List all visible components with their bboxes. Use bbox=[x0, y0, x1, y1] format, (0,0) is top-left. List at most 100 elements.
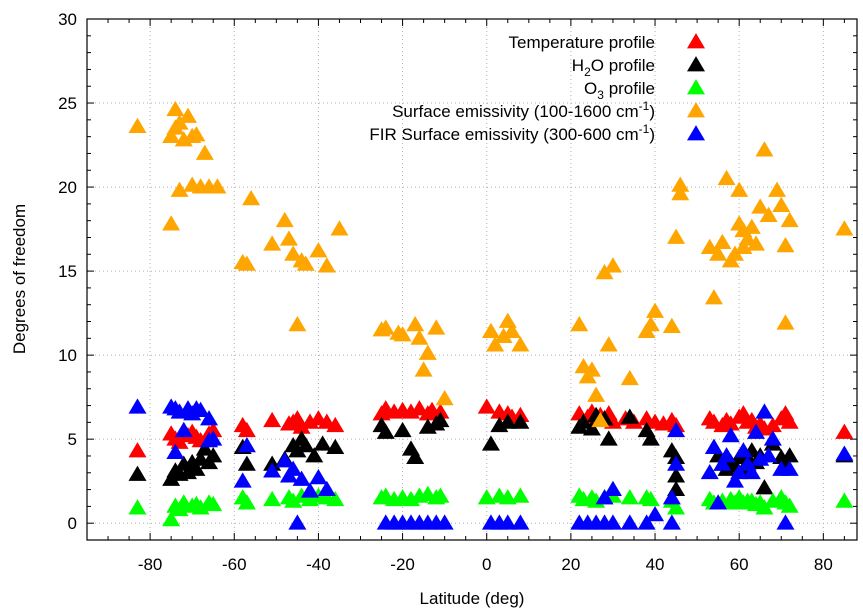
data-point bbox=[317, 480, 336, 496]
x-tick-label: -40 bbox=[306, 555, 331, 574]
grid bbox=[87, 18, 857, 540]
data-point bbox=[195, 440, 214, 456]
y-tick-label: 0 bbox=[68, 514, 77, 533]
data-point bbox=[317, 257, 336, 273]
data-point bbox=[641, 430, 660, 446]
data-point bbox=[835, 220, 854, 236]
data-point bbox=[237, 437, 256, 453]
data-point bbox=[288, 316, 307, 332]
data-point bbox=[301, 482, 320, 498]
x-tick-label: 0 bbox=[482, 555, 491, 574]
data-point bbox=[667, 228, 686, 244]
data-point bbox=[717, 169, 736, 186]
data-point bbox=[734, 442, 753, 458]
y-tick-label: 25 bbox=[58, 94, 77, 113]
data-point bbox=[393, 326, 412, 342]
data-point bbox=[170, 181, 189, 197]
data-point bbox=[662, 317, 681, 333]
y-tick-label: 15 bbox=[58, 262, 77, 281]
data-point bbox=[279, 230, 298, 246]
data-point bbox=[835, 445, 854, 461]
data-point bbox=[237, 455, 256, 471]
data-point bbox=[284, 460, 303, 476]
data-point bbox=[511, 514, 530, 530]
data-point bbox=[326, 416, 345, 433]
data-point bbox=[709, 494, 728, 510]
data-point bbox=[700, 238, 719, 254]
data-point bbox=[233, 472, 252, 488]
data-point bbox=[603, 257, 622, 273]
data-point bbox=[128, 117, 147, 133]
data-point bbox=[780, 460, 799, 476]
data-point bbox=[486, 336, 505, 352]
data-point bbox=[591, 411, 610, 428]
data-point bbox=[498, 312, 517, 328]
x-tick-label: 80 bbox=[814, 555, 833, 574]
data-point bbox=[200, 410, 219, 426]
data-point bbox=[481, 435, 500, 451]
data-point bbox=[780, 447, 799, 463]
data-point bbox=[725, 472, 744, 488]
data-point bbox=[776, 514, 795, 530]
data-point bbox=[595, 489, 614, 505]
data-point bbox=[671, 184, 690, 201]
data-point bbox=[187, 460, 206, 476]
data-point bbox=[511, 487, 530, 503]
legend-label: FIR Surface emissivity (300-600 cm-1) bbox=[369, 122, 655, 144]
data-point bbox=[481, 322, 500, 339]
data-point bbox=[263, 411, 282, 428]
data-point bbox=[763, 430, 782, 446]
data-point bbox=[431, 403, 450, 419]
y-axis-label: Degrees of freedom bbox=[10, 204, 29, 354]
data-point bbox=[704, 438, 723, 454]
data-point bbox=[162, 510, 181, 527]
data-point bbox=[646, 302, 665, 318]
data-point bbox=[166, 443, 185, 460]
data-point bbox=[570, 316, 589, 332]
data-point bbox=[414, 361, 433, 377]
data-point bbox=[498, 413, 517, 429]
data-point bbox=[768, 181, 787, 197]
data-point bbox=[637, 514, 656, 530]
series-3 bbox=[128, 100, 854, 428]
series-2 bbox=[128, 485, 854, 527]
x-tick-label: 60 bbox=[730, 555, 749, 574]
legend-label: Temperature profile bbox=[509, 33, 655, 52]
data-point bbox=[599, 430, 618, 446]
data-point bbox=[717, 447, 736, 463]
data-point bbox=[620, 369, 639, 386]
data-point bbox=[435, 389, 454, 406]
data-point bbox=[755, 403, 774, 419]
data-point bbox=[435, 514, 454, 530]
data-point bbox=[242, 189, 261, 206]
data-point bbox=[288, 442, 307, 458]
data-point bbox=[700, 463, 719, 480]
data-point bbox=[730, 181, 749, 197]
data-point bbox=[641, 490, 660, 507]
data-point bbox=[747, 423, 766, 439]
series-1 bbox=[128, 406, 854, 496]
data-point bbox=[309, 242, 328, 258]
data-point bbox=[738, 230, 757, 246]
data-point bbox=[263, 462, 282, 478]
data-point bbox=[376, 319, 395, 335]
data-point bbox=[313, 435, 332, 451]
data-point bbox=[721, 426, 740, 443]
data-point bbox=[574, 413, 593, 429]
data-point bbox=[603, 514, 622, 530]
data-point bbox=[620, 408, 639, 424]
data-point bbox=[709, 245, 728, 261]
data-point bbox=[772, 196, 791, 212]
data-point bbox=[667, 455, 686, 471]
data-point bbox=[751, 198, 770, 214]
data-point bbox=[620, 514, 639, 530]
data-point bbox=[275, 452, 294, 468]
data-point bbox=[780, 413, 799, 429]
data-point bbox=[292, 470, 311, 486]
data-point bbox=[174, 421, 193, 438]
data-point bbox=[191, 401, 210, 418]
data-point bbox=[671, 176, 690, 192]
legend-label: H2O profile bbox=[572, 56, 655, 79]
data-point bbox=[376, 423, 395, 439]
